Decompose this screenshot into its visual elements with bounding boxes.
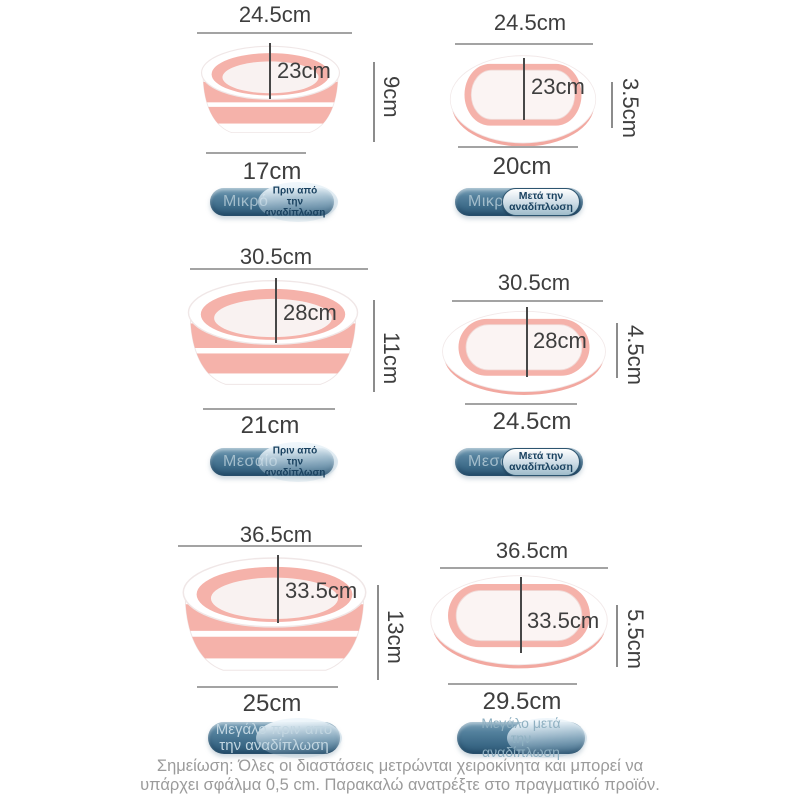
height-line [373, 300, 375, 392]
size-label: Μικρό [223, 193, 269, 210]
top-width-line [190, 268, 368, 270]
height-line [373, 62, 375, 142]
state-label: Πριν από την αναδίπλωση [264, 445, 326, 479]
state-label: Μετά την αναδίπλωση [502, 188, 580, 216]
open-basin-image [178, 278, 368, 398]
state-label: Μεγάλο πριν από την αναδίπλωση [215, 720, 333, 754]
size-label: Μικρό [468, 193, 514, 210]
bottom-width-label: 24.5cm [492, 408, 572, 435]
bottom-width-line [197, 686, 338, 688]
inner-length-label: 23cm [531, 74, 585, 99]
badge-gloss [258, 182, 338, 222]
bottom-width-label: 21cm [240, 412, 300, 439]
top-width-line [452, 300, 603, 302]
bottom-width-line [206, 152, 306, 154]
size-state-badge: Μικρό Πριν από την αναδίπλωση [210, 182, 338, 222]
group-large-folded: 36.5cm 33.5cm 5.5cm 29.5cm Μεγάλο μετά τη… [430, 515, 730, 771]
size-state-badge: Μικρό Μετά την αναδίπλωση [455, 188, 583, 216]
top-width-label: 30.5cm [497, 270, 571, 295]
state-label: Μεγάλο μετά την αναδίπλωση [481, 715, 561, 761]
height-label: 5.5cm [623, 609, 648, 669]
inner-length-label: 33.5cm [527, 608, 600, 633]
inner-length-label: 23cm [277, 58, 331, 83]
group-medium-folded: 30.5cm 28cm 4.5cm 24.5cm Μεσαίο Μετά την… [430, 240, 730, 496]
inner-length-label: 33.5cm [285, 578, 358, 603]
top-width-label: 24.5cm [238, 2, 312, 27]
group-large-open: 36.5cm 33.5cm 13cm 25cm Μεγάλο πριν από τ… [130, 510, 450, 766]
note-line-1: Σημείωση: Όλες οι διαστάσεις μετρώνται χ… [156, 757, 644, 775]
height-label: 11cm [379, 332, 404, 385]
state-label: Πριν από την αναδίπλωση [264, 185, 326, 219]
badge-gloss [256, 718, 342, 758]
inner-length-line [526, 307, 528, 377]
top-width-label: 30.5cm [239, 244, 313, 269]
bottom-width-line [203, 408, 335, 410]
state-label: Μετά την αναδίπλωση [502, 448, 580, 476]
top-width-line [197, 32, 352, 34]
bottom-width-label: 25cm [242, 690, 302, 717]
size-state-badge: Μεγάλο μετά την αναδίπλωση [457, 716, 587, 759]
open-basin-image [172, 555, 377, 685]
size-state-badge: Μεσαίο Πριν από την αναδίπλωση [210, 442, 338, 482]
height-label: 9cm [379, 76, 404, 118]
size-state-badge: Μεγάλο πριν από την αναδίπλωση [208, 718, 342, 758]
inner-length-label: 28cm [533, 328, 587, 353]
inner-length-line [275, 278, 277, 343]
height-line [616, 605, 618, 667]
height-label: 13cm [383, 610, 408, 664]
inner-length-line [523, 58, 525, 120]
group-medium-open: 30.5cm 28cm 11cm 21cm Μεσαίο Πριν από την… [150, 240, 450, 496]
bottom-width-line [458, 146, 578, 148]
top-width-line [178, 545, 362, 547]
bottom-width-label: 20cm [492, 153, 552, 180]
height-line [616, 323, 618, 378]
group-small-open: 24.5cm 23cm 9cm 17cm Μικρό Πριν από την αν… [150, 0, 450, 236]
measurement-note: Σημείωση: Όλες οι διαστάσεις μετρώνται χ… [100, 757, 700, 795]
height-line [377, 585, 379, 680]
badge-gloss [507, 718, 587, 758]
height-line [611, 82, 613, 128]
bottom-width-line [448, 683, 577, 685]
top-width-label: 36.5cm [239, 522, 313, 547]
height-label: 4.5cm [623, 325, 648, 385]
top-width-label: 24.5cm [493, 10, 567, 35]
size-state-badge: Μεσαίο Μετά την αναδίπλωση [455, 448, 583, 476]
top-width-line [455, 43, 593, 45]
folded-basin-image [442, 310, 606, 396]
bottom-width-label: 17cm [242, 158, 302, 185]
top-width-line [440, 567, 608, 569]
height-label: 3.5cm [618, 78, 643, 138]
bottom-width-label: 29.5cm [482, 688, 562, 715]
inner-length-line [520, 577, 522, 653]
group-small-folded: 24.5cm 23cm 3.5cm 20cm Μικρό Μετά την ανα… [430, 0, 730, 236]
inner-length-label: 28cm [283, 300, 337, 325]
bottom-width-line [465, 403, 577, 405]
inner-length-line [269, 43, 271, 99]
badge-gloss [258, 442, 338, 482]
note-line-2: υπάρχει σφάλμα 0,5 cm. Παρακαλώ ανατρέξτ… [140, 776, 660, 794]
inner-length-line [277, 555, 279, 623]
top-width-label: 36.5cm [495, 538, 569, 563]
